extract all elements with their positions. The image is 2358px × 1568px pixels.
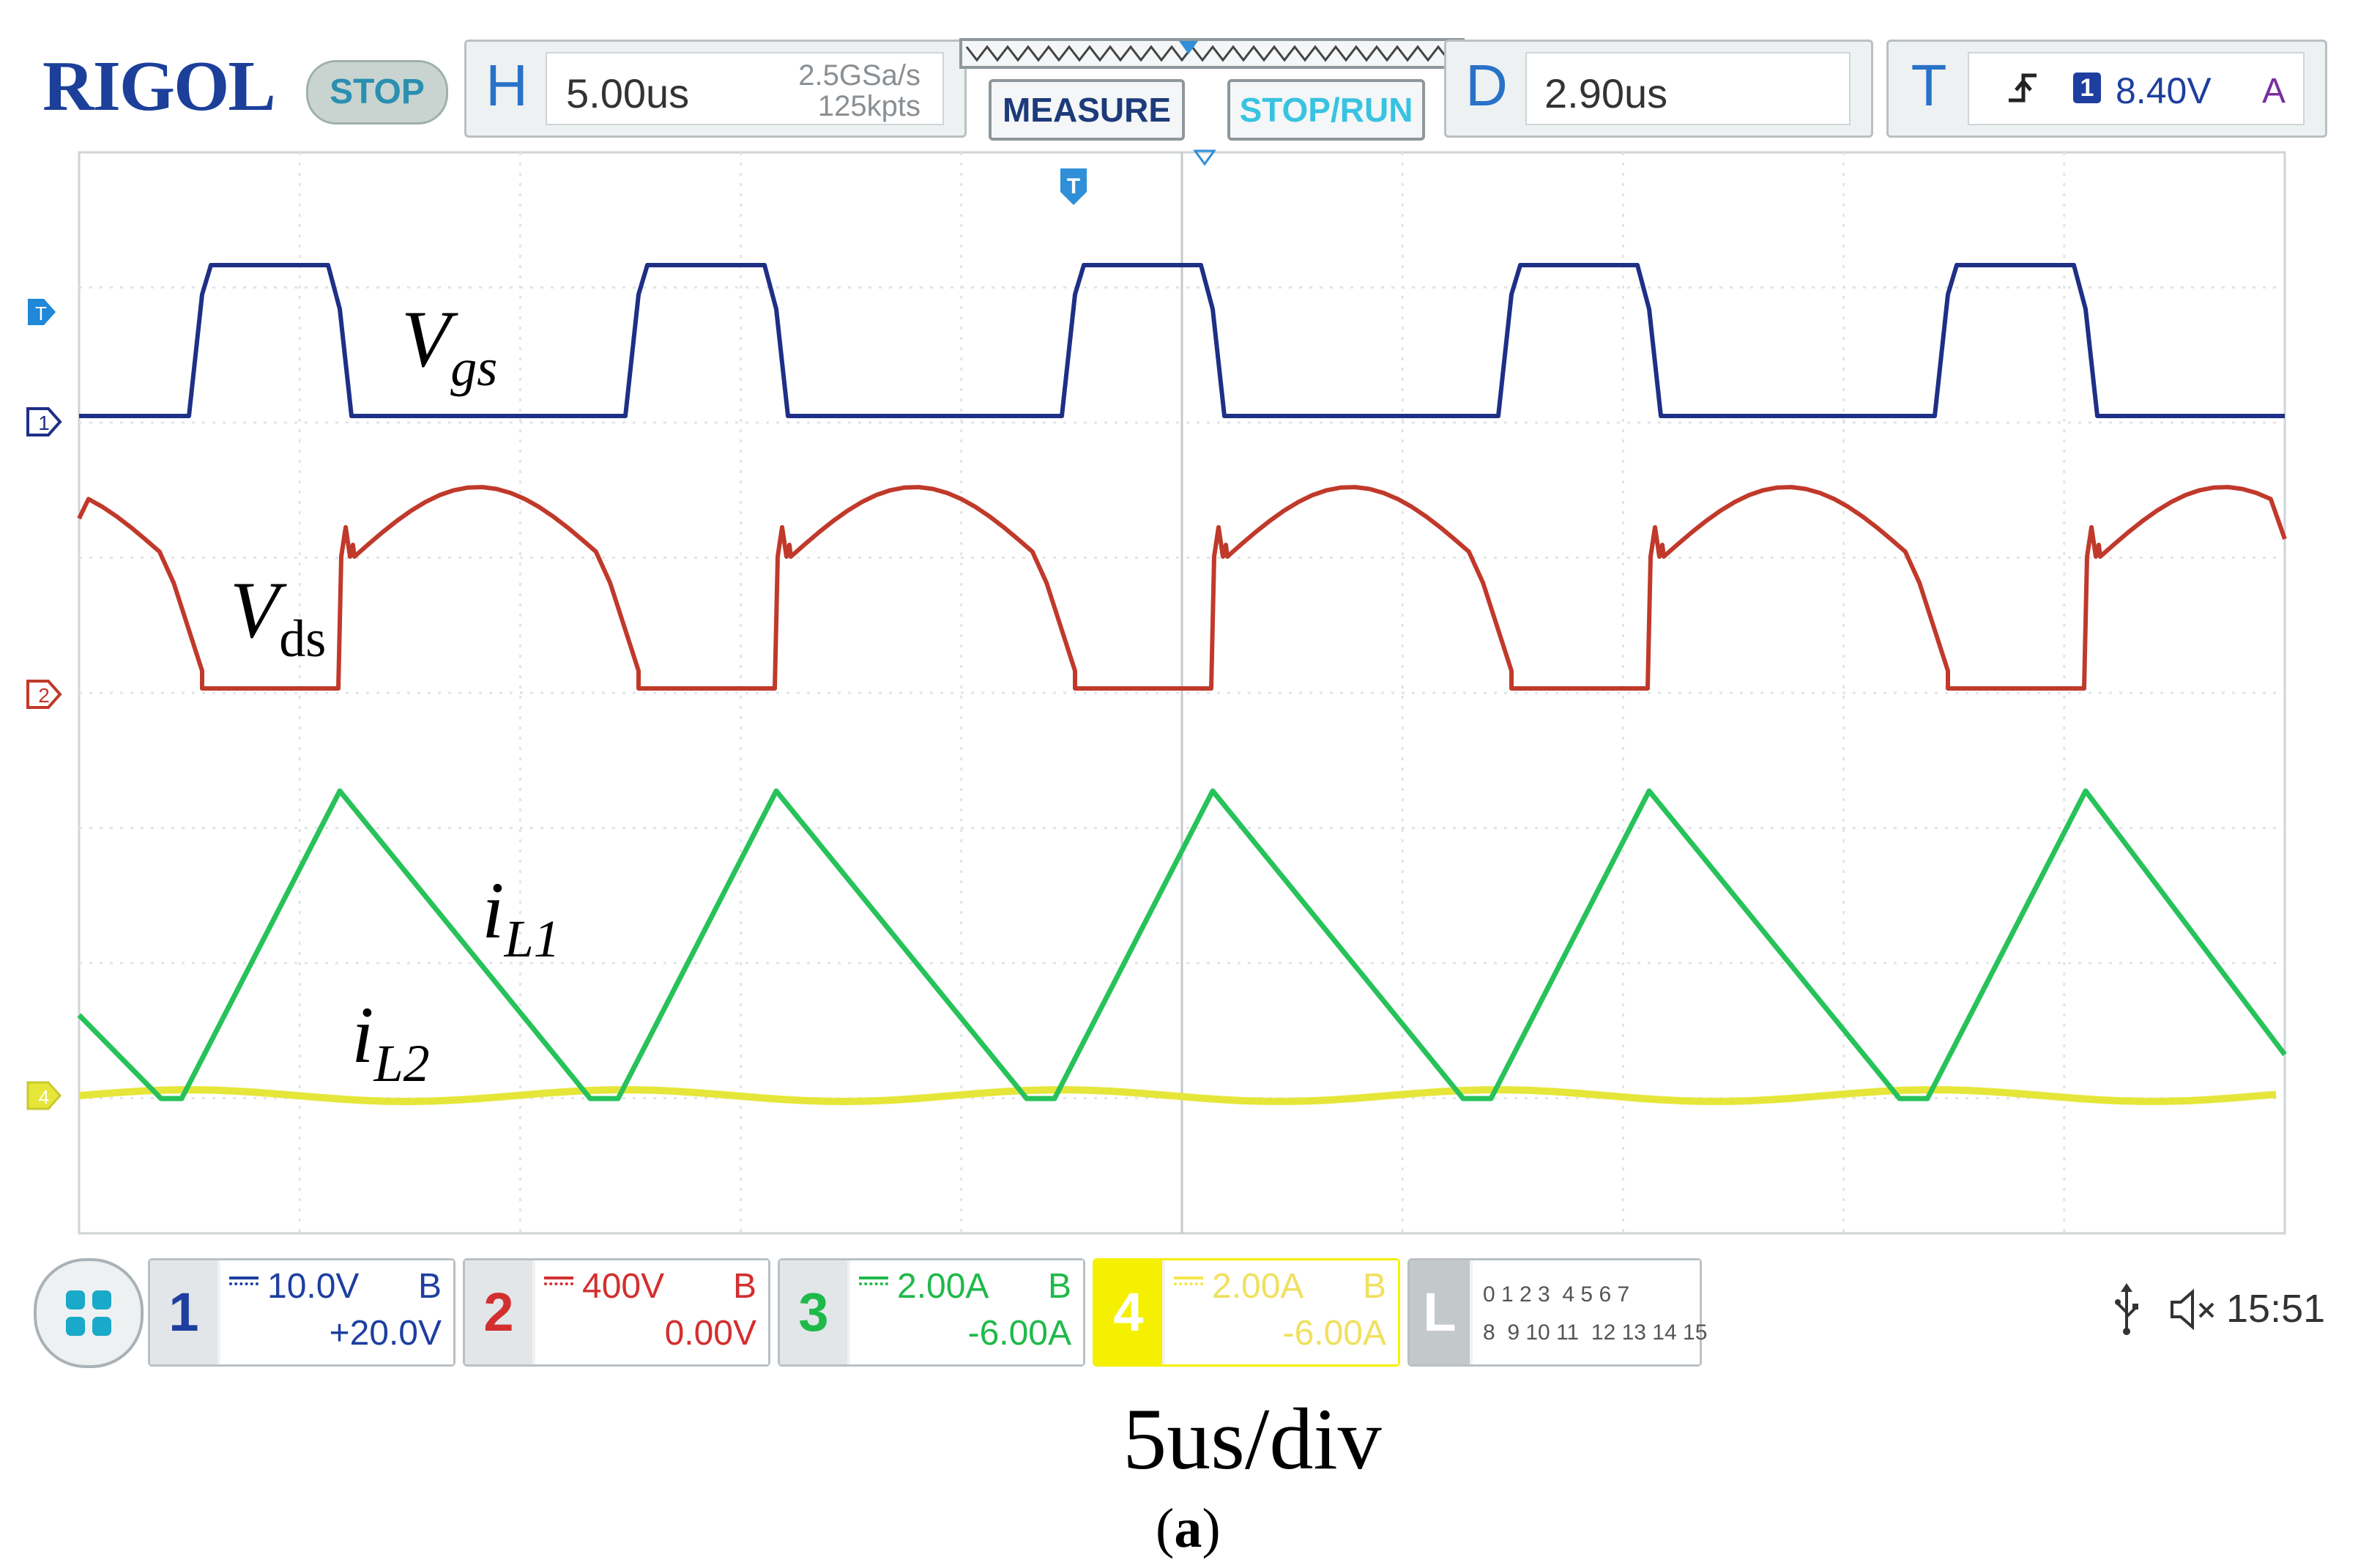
brand-logo: RIGOL: [42, 47, 276, 126]
measure-button[interactable]: MEASURE: [989, 79, 1185, 141]
channel-2-bw: B: [732, 1267, 756, 1306]
channel-4-offset: -6.00A: [1282, 1314, 1386, 1353]
trigger-edge-icon: [2009, 73, 2037, 103]
svg-text:T: T: [1067, 174, 1080, 198]
channel-2-scale: 400V: [582, 1267, 665, 1306]
channel-3-number: 3: [780, 1260, 847, 1364]
channel-4-bw: B: [1362, 1267, 1386, 1306]
menu-grid-icon: [66, 1290, 111, 1336]
trigger-mode: A: [2262, 72, 2286, 111]
timebase-value: 5.00us: [566, 70, 690, 116]
horizontal-panel[interactable]: H 5.00us 2.5GSa/s 125kpts: [464, 40, 967, 138]
channel-4-scale: 2.00A: [1212, 1267, 1304, 1306]
dc-coupling-icon: [544, 1277, 573, 1279]
trigger-panel[interactable]: T 1 8.40V A: [1886, 40, 2327, 138]
dc-coupling-icon: [1174, 1277, 1203, 1279]
channel-4-marker: 4: [26, 1081, 62, 1110]
timebase-field: 5.00us 2.5GSa/s 125kpts: [546, 52, 944, 125]
channel-3-panel: 2.00A B -6.00A: [850, 1260, 1083, 1364]
channel-2-number: 2: [465, 1260, 532, 1364]
trigger-level: 8.40V: [2116, 70, 2212, 111]
channel-3-settings[interactable]: 3 2.00A B -6.00A: [778, 1258, 1085, 1367]
channel-4-settings[interactable]: 4 2.00A B -6.00A: [1093, 1258, 1400, 1367]
svg-text:T: T: [35, 302, 47, 324]
run-state-badge[interactable]: STOP: [306, 60, 448, 125]
svg-text:1: 1: [38, 412, 50, 434]
subfigure-label: (a): [1156, 1498, 1221, 1559]
channel-1-panel: 10.0V B +20.0V: [220, 1260, 453, 1364]
il1-label: iL1: [482, 866, 560, 968]
svg-text:2: 2: [38, 684, 50, 707]
logic-tag: L: [1410, 1260, 1470, 1364]
clock-time: 15:51: [2226, 1287, 2326, 1331]
dc-coupling-icon: [544, 1282, 573, 1288]
dc-coupling-icon: [859, 1277, 888, 1279]
dc-coupling-icon: [229, 1277, 259, 1279]
vgs-trace: [79, 263, 2285, 418]
timescale-caption: 5us/div: [1123, 1390, 1382, 1487]
channel-2-marker: 2: [26, 680, 62, 709]
channel-1-offset: +20.0V: [329, 1314, 442, 1353]
channel-3-bw: B: [1047, 1267, 1071, 1306]
trigger-time-marker: T: [1060, 168, 1087, 205]
trigger-tag: T: [1911, 53, 1947, 118]
mute-icon[interactable]: [2168, 1288, 2219, 1331]
channel-1-marker: 1: [26, 407, 62, 436]
channel-1-scale: 10.0V: [267, 1267, 360, 1306]
delay-field: 2.90us: [1525, 52, 1851, 125]
channel-3-scale: 2.00A: [897, 1267, 989, 1306]
trigger-position-marker: [1193, 149, 1216, 166]
channel-1-settings[interactable]: 1 10.0V B +20.0V: [148, 1258, 455, 1367]
delay-value: 2.90us: [1544, 70, 1668, 116]
channel-2-settings[interactable]: 2 400V B 0.00V: [463, 1258, 770, 1367]
logic-panel: 0 1 2 3 4 5 6 7 8 9 10 11 12 13 14 15: [1473, 1260, 1707, 1364]
sample-rate: 2.5GSa/s: [798, 59, 920, 92]
dc-coupling-icon: [229, 1282, 259, 1288]
horizontal-tag: H: [486, 53, 528, 118]
trigger-field: 1 8.40V A: [1968, 52, 2305, 125]
il1-trace: [77, 788, 2287, 1101]
graticule: [78, 151, 2286, 1235]
channel-4-panel: 2.00A B -6.00A: [1165, 1260, 1398, 1364]
vgs-label: Vgs: [401, 294, 498, 397]
usb-icon: [2115, 1283, 2138, 1335]
channel-2-offset: 0.00V: [664, 1314, 756, 1353]
channel-3-offset: -6.00A: [967, 1314, 1071, 1353]
vds-label: Vds: [230, 565, 327, 668]
il2-trace: [78, 1086, 2277, 1105]
memory-depth: 125kpts: [817, 90, 920, 122]
channel-1-number: 1: [150, 1260, 217, 1364]
dc-coupling-icon: [1174, 1282, 1203, 1288]
logic-analyzer-settings[interactable]: L 0 1 2 3 4 5 6 7 8 9 10 11 12 13 14 15: [1407, 1258, 1707, 1367]
logic-channels-row1: 0 1 2 3 4 5 6 7: [1483, 1282, 1630, 1307]
svg-text:4: 4: [39, 1086, 49, 1108]
delay-panel[interactable]: D 2.90us: [1444, 40, 1873, 138]
il2-label: iL2: [352, 990, 430, 1093]
trigger-level-marker: T: [28, 299, 56, 325]
channel-1-bw: B: [417, 1267, 442, 1306]
logic-channels-row2: 8 9 10 11 12 13 14 15: [1483, 1320, 1708, 1345]
vds-trace: [77, 485, 2287, 691]
stop-run-button[interactable]: STOP/RUN: [1227, 79, 1425, 141]
menu-button[interactable]: [34, 1258, 144, 1368]
delay-tag: D: [1465, 53, 1508, 118]
memory-indicator: [959, 38, 1465, 69]
channel-4-number: 4: [1095, 1260, 1162, 1364]
channel-2-panel: 400V B 0.00V: [535, 1260, 768, 1364]
trigger-source-badge: 1: [2073, 73, 2101, 103]
dc-coupling-icon: [859, 1282, 888, 1288]
